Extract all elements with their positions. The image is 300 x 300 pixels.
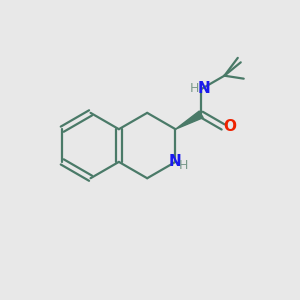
Text: O: O (223, 119, 236, 134)
Text: H: H (179, 159, 188, 172)
Text: N: N (197, 81, 210, 96)
Text: H: H (190, 82, 200, 95)
Text: N: N (169, 154, 182, 169)
Polygon shape (176, 111, 203, 129)
